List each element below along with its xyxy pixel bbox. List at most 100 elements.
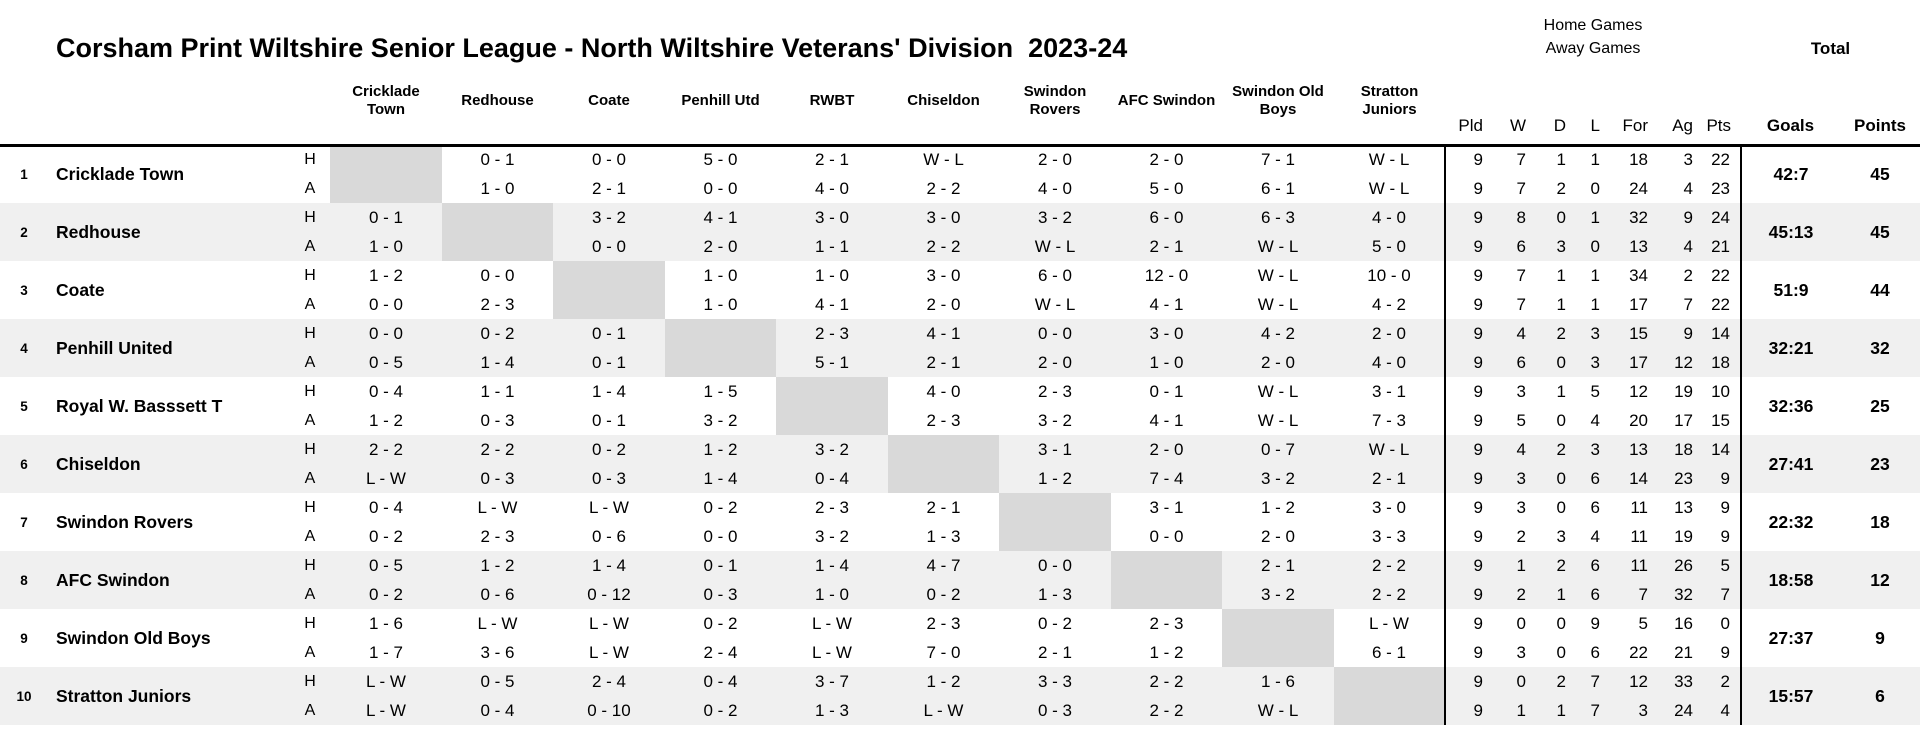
away-result-cell: 1 - 0 <box>368 236 404 256</box>
team-name-cell: Penhill United <box>56 337 173 358</box>
team-name-cell: AFC Swindon <box>56 569 170 590</box>
home-stat-cell: 12 <box>1629 381 1648 401</box>
away-stat-cell: 13 <box>1629 236 1648 256</box>
home-result-cell: 2 - 3 <box>926 613 961 633</box>
away-stat-cell: 1 <box>1556 294 1566 314</box>
away-stat-cell: 21 <box>1711 236 1730 256</box>
away-stat-cell: 9 <box>1444 232 1493 261</box>
home-row-label: H <box>304 151 316 169</box>
away-stat-cell: 0 <box>1556 468 1566 488</box>
away-result-cell: 3 - 2 <box>1260 468 1296 488</box>
home-result-cell: L - W <box>366 671 406 691</box>
home-stat-cell: 6 <box>1590 555 1600 575</box>
home-result-cell: 1 - 4 <box>814 555 850 575</box>
away-result-cell: W - L <box>1368 178 1410 198</box>
away-row-label: A <box>304 411 316 429</box>
away-result-cell: 0 - 0 <box>703 178 738 198</box>
away-result-cell: 0 - 3 <box>703 584 738 604</box>
away-result-cell: 0 - 2 <box>703 700 738 720</box>
away-result-cell: 0 - 10 <box>587 700 631 720</box>
away-stat-cell: 2 <box>1556 178 1566 198</box>
away-result-cell: 3 - 3 <box>1371 526 1407 546</box>
team-away-row: A 1 - 0 2 - 1 0 - 0 4 - 0 2 - 2 4 - 0 5 - 0 6 - … <box>0 174 1920 203</box>
away-stat-cell: 6 <box>1516 236 1526 256</box>
home-result-cell: 1 - 5 <box>703 381 738 401</box>
away-result-cell: 1 - 3 <box>926 526 961 546</box>
away-result-cell: 1 - 4 <box>703 468 738 488</box>
total-goals-cell: 15:57 <box>1740 667 1840 725</box>
away-stat-cell: 7 <box>1683 294 1693 314</box>
home-result-cell: 0 - 2 <box>703 497 738 517</box>
opponent-column-header: Swindon Old Boys <box>1222 58 1334 147</box>
team-home-row: 8 AFC Swindon H 0 - 5 1 - 2 1 - 4 0 - 1 1 - 4 4 … <box>0 551 1920 609</box>
away-stat-cell: 7 <box>1516 294 1526 314</box>
away-stat-cell: 4 <box>1590 410 1600 430</box>
team-name-cell: Redhouse <box>56 221 141 242</box>
away-result-cell: 4 - 1 <box>1149 410 1184 430</box>
away-result-cell: 0 - 3 <box>480 468 515 488</box>
away-stat-cell: 17 <box>1674 410 1693 430</box>
team-away-row: A 0 - 0 2 - 3 1 - 0 4 - 1 2 - 0 W - L 4 - 1 W - … <box>0 290 1920 319</box>
home-result-cell: 1 - 4 <box>591 381 627 401</box>
away-result-cell: 6 - 1 <box>1260 178 1296 198</box>
opponent-column-header: Swindon Rovers <box>999 58 1111 147</box>
home-stat-cell: 11 <box>1630 497 1648 517</box>
home-result-cell: 4 - 1 <box>926 323 961 343</box>
away-result-cell: 0 - 2 <box>368 526 404 546</box>
away-stat-cell: 22 <box>1629 642 1648 662</box>
away-stat-cell: 17 <box>1629 294 1648 314</box>
total-goals-cell: 51:9 <box>1740 261 1840 319</box>
away-stat-cell: 9 <box>1720 468 1730 488</box>
home-result-cell: 4 - 0 <box>926 381 961 401</box>
team-away-row: A 0 - 5 1 - 4 0 - 1 5 - 1 2 - 1 2 - 0 1 - 0 2 - … <box>0 348 1920 377</box>
team-name-cell: Cricklade Town <box>56 164 185 185</box>
home-stat-cell: 1 <box>1556 381 1566 401</box>
home-result-cell: 1 - 2 <box>926 671 961 691</box>
home-result-cell: 0 - 0 <box>1037 323 1073 343</box>
away-result-cell: 1 - 1 <box>814 236 850 256</box>
team-name-cell: Stratton Juniors <box>56 685 192 706</box>
total-goals-cell: 18:58 <box>1740 551 1840 609</box>
position-cell: 2 <box>20 224 28 240</box>
home-result-cell: 3 - 2 <box>1037 207 1073 227</box>
away-result-cell: 6 - 1 <box>1371 642 1407 662</box>
home-stat-cell: 2 <box>1720 671 1730 691</box>
home-stat-cell: 1 <box>1590 265 1600 285</box>
diagonal-cell <box>1334 667 1445 725</box>
home-stat-cell: 2 <box>1683 265 1693 285</box>
home-result-cell: 3 - 1 <box>1037 439 1073 459</box>
home-stat-cell: 1 <box>1556 150 1566 170</box>
home-stat-cell: 0 <box>1516 613 1526 633</box>
away-result-cell: 4 - 0 <box>1037 178 1073 198</box>
home-stat-cell: 9 <box>1444 551 1493 580</box>
diagonal-cell <box>330 145 442 203</box>
home-result-cell: 3 - 7 <box>814 671 850 691</box>
position-cell: 8 <box>20 572 28 588</box>
away-result-cell: 1 - 2 <box>1037 468 1073 488</box>
total-points-cell: 12 <box>1870 569 1890 590</box>
away-stat-cell: 6 <box>1590 642 1600 662</box>
home-result-cell: 2 - 3 <box>1037 381 1073 401</box>
away-result-cell: 4 - 1 <box>1149 294 1184 314</box>
away-stat-cell: 15 <box>1711 410 1730 430</box>
away-stat-cell: 9 <box>1444 464 1493 493</box>
away-stat-cell: 24 <box>1629 178 1648 198</box>
team-home-row: 9 Swindon Old Boys H 1 - 6 L - W L - W 0 - 2 L … <box>0 609 1920 667</box>
diagonal-cell <box>442 203 553 261</box>
home-result-cell: 0 - 0 <box>368 323 404 343</box>
away-result-cell: 0 - 0 <box>591 236 627 256</box>
position-header-spacer <box>0 58 48 147</box>
total-goals-cell: 27:37 <box>1740 609 1840 667</box>
position-cell: 7 <box>20 514 28 530</box>
diagonal-cell <box>888 435 999 493</box>
home-result-cell: 10 - 0 <box>1367 265 1411 285</box>
home-result-cell: 2 - 1 <box>1260 555 1296 575</box>
total-column-header: Points <box>1840 58 1920 147</box>
home-stat-cell: 9 <box>1444 377 1493 406</box>
home-stat-cell: 11 <box>1630 555 1648 575</box>
stat-column-header: L <box>1576 58 1610 147</box>
home-result-cell: 1 - 4 <box>591 555 627 575</box>
home-result-cell: 0 - 0 <box>1037 555 1073 575</box>
